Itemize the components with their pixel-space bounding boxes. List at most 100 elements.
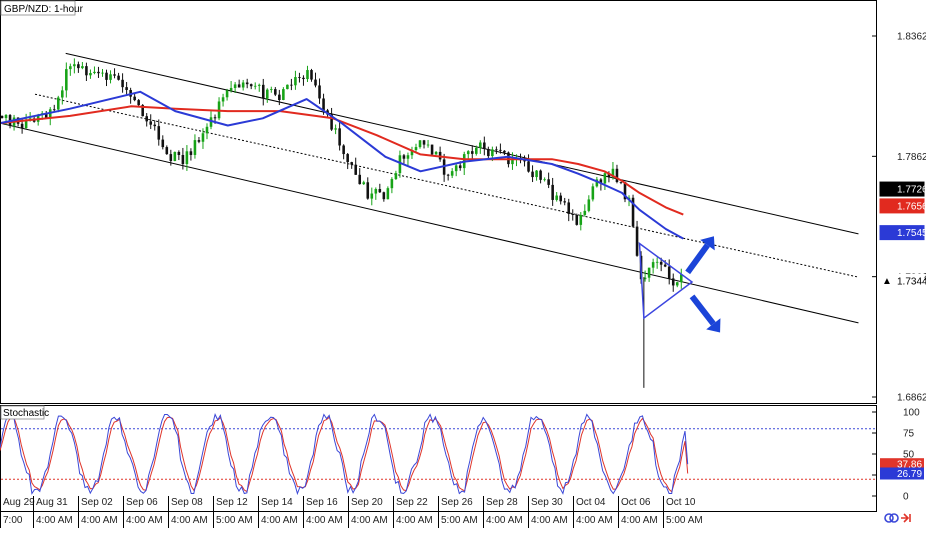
candle-body bbox=[137, 100, 140, 106]
candle-body bbox=[52, 109, 56, 111]
link-icon[interactable] bbox=[884, 513, 899, 523]
candle-body bbox=[470, 151, 474, 154]
candle bbox=[133, 93, 136, 102]
candle-body bbox=[278, 94, 281, 100]
stochastic-value-1: 26.79 bbox=[897, 469, 922, 480]
candle bbox=[201, 128, 205, 149]
candle bbox=[56, 95, 60, 113]
candle-body bbox=[535, 170, 538, 178]
candle-body bbox=[85, 66, 88, 76]
candle-body bbox=[298, 77, 301, 78]
price-tag-marker: ▲ bbox=[882, 276, 892, 287]
candle-body bbox=[157, 126, 161, 140]
candle bbox=[97, 66, 100, 78]
candle-body bbox=[181, 154, 185, 165]
candle bbox=[499, 143, 502, 154]
candle bbox=[346, 152, 349, 170]
candle-body bbox=[499, 149, 502, 151]
time-label-date-2: Sep 02 bbox=[81, 497, 113, 508]
candle-body bbox=[410, 150, 414, 156]
time-label-hour-8: 4:00 AM bbox=[351, 515, 388, 526]
candle-body bbox=[44, 113, 48, 119]
candle-body bbox=[418, 140, 422, 148]
candle bbox=[655, 257, 659, 269]
candle-body bbox=[659, 261, 663, 265]
candle bbox=[635, 220, 639, 257]
title-box bbox=[0, 0, 76, 16]
candle-body bbox=[24, 119, 28, 129]
fast-moving-average bbox=[0, 90, 684, 240]
time-label-hour-1: 4:00 AM bbox=[36, 515, 73, 526]
candle-body bbox=[539, 170, 542, 180]
candle bbox=[165, 145, 169, 155]
time-label-hour-6: 4:00 AM bbox=[261, 515, 298, 526]
candle-body bbox=[20, 123, 24, 129]
candle bbox=[575, 213, 579, 226]
candle bbox=[0, 115, 4, 119]
arrow-head bbox=[706, 318, 721, 333]
candle-body bbox=[426, 144, 430, 146]
candle bbox=[503, 150, 506, 156]
stochastic-value-box-1 bbox=[880, 467, 924, 480]
candle bbox=[511, 152, 514, 170]
candle bbox=[434, 151, 438, 155]
time-label-hour-9: 4:00 AM bbox=[396, 515, 433, 526]
candle-body bbox=[290, 84, 293, 86]
candle-body bbox=[603, 173, 607, 184]
candle-body bbox=[153, 124, 157, 127]
candle bbox=[77, 61, 80, 73]
candle bbox=[547, 172, 550, 189]
arrow-up-right bbox=[685, 236, 715, 275]
candle bbox=[318, 78, 321, 104]
candle-body bbox=[623, 182, 627, 200]
candle-body bbox=[201, 133, 205, 142]
candle-body bbox=[241, 82, 245, 88]
candle-body bbox=[587, 199, 591, 211]
candle-body bbox=[667, 266, 671, 279]
candle bbox=[257, 83, 261, 92]
candle bbox=[671, 273, 675, 292]
candle bbox=[197, 137, 201, 144]
candle bbox=[173, 151, 177, 162]
candle bbox=[221, 93, 225, 107]
time-label-hour-2: 4:00 AM bbox=[81, 515, 118, 526]
candle-body bbox=[294, 77, 297, 86]
candle bbox=[418, 140, 422, 149]
candle bbox=[330, 107, 333, 131]
candle-body bbox=[378, 189, 382, 193]
candle-body bbox=[555, 195, 558, 200]
candle bbox=[579, 212, 583, 231]
candle bbox=[282, 87, 285, 101]
candle bbox=[286, 84, 289, 90]
candle bbox=[370, 187, 374, 206]
candle bbox=[233, 82, 237, 93]
indicator-title: Stochastic bbox=[3, 408, 49, 419]
price-tag-2: 1.7545 bbox=[897, 228, 926, 239]
candle-body bbox=[253, 85, 257, 87]
arrow-right-icon[interactable] bbox=[901, 513, 911, 523]
candle-body bbox=[209, 117, 213, 127]
candle-body bbox=[350, 162, 353, 165]
candle-body bbox=[446, 174, 450, 176]
price-tag-box-0 bbox=[879, 181, 925, 197]
candle bbox=[117, 72, 120, 81]
candle bbox=[185, 145, 189, 171]
stochastic-panel-border bbox=[0, 405, 877, 512]
candle bbox=[302, 75, 305, 86]
candle-body bbox=[306, 70, 309, 80]
candle-body bbox=[430, 144, 434, 155]
candle-body bbox=[109, 74, 112, 80]
candle bbox=[623, 181, 627, 203]
candle-body bbox=[479, 142, 482, 148]
candle bbox=[643, 270, 647, 282]
candle bbox=[153, 120, 157, 131]
candle bbox=[567, 198, 571, 222]
channel-lines bbox=[0, 52, 859, 324]
candle-body bbox=[0, 115, 4, 119]
candle bbox=[382, 191, 386, 202]
candle bbox=[603, 171, 607, 191]
candle-body bbox=[125, 87, 128, 91]
candle bbox=[225, 88, 229, 101]
candle-body bbox=[394, 173, 398, 180]
candle bbox=[551, 177, 554, 206]
